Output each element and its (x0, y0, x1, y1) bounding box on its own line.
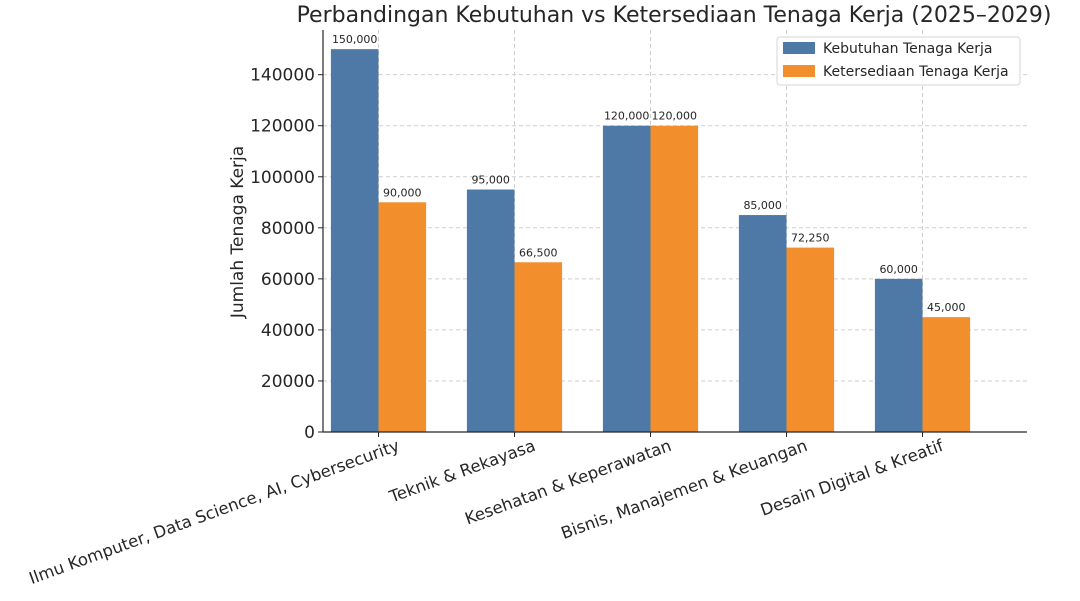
y-tick-label: 80000 (261, 219, 315, 239)
data-labels: 150,000 95,000 120,000 85,000 60,000 90,000 66… (332, 33, 966, 314)
y-tick-label: 120000 (250, 117, 315, 137)
x-tick-label: Ilmu Komputer, Data Science, AI, Cyberse… (27, 436, 403, 588)
legend-swatch-kebutuhan-tenaga-kerja (783, 42, 815, 54)
bar-ketersediaan-tenaga-kerja-3 (650, 125, 699, 432)
y-tick-label: 140000 (250, 66, 315, 86)
data-label-kebutuhan-tenaga-kerja-1: 150,000 (332, 33, 378, 46)
y-axis-label: Jumlah Tenaga Kerja (228, 146, 248, 319)
bar-kebutuhan-tenaga-kerja-2 (466, 189, 515, 432)
chart-title: Perbandingan Kebutuhan vs Ketersediaan T… (297, 3, 1052, 28)
bar-kebutuhan-tenaga-kerja-4 (738, 215, 787, 432)
legend: Kebutuhan Tenaga Kerja Ketersediaan Tenag… (776, 36, 1021, 86)
y-tick-label: 0 (304, 423, 315, 443)
bar-ketersediaan-tenaga-kerja-1 (378, 202, 427, 432)
data-label-ketersediaan-tenaga-kerja-5: 45,000 (927, 301, 966, 314)
y-tick-label: 60000 (261, 270, 315, 290)
data-label-kebutuhan-tenaga-kerja-4: 85,000 (743, 199, 782, 212)
data-label-ketersediaan-tenaga-kerja-2: 66,500 (519, 246, 558, 259)
data-label-ketersediaan-tenaga-kerja-4: 72,250 (791, 232, 830, 245)
data-label-ketersediaan-tenaga-kerja-1: 90,000 (383, 186, 422, 199)
data-label-kebutuhan-tenaga-kerja-5: 60,000 (879, 263, 918, 276)
bar-ketersediaan-tenaga-kerja-5 (922, 317, 971, 432)
bars (330, 49, 971, 433)
bar-kebutuhan-tenaga-kerja-1 (330, 49, 379, 433)
bar-kebutuhan-tenaga-kerja-3 (602, 125, 651, 432)
bar-kebutuhan-tenaga-kerja-5 (874, 278, 923, 432)
legend-label-ketersediaan-tenaga-kerja: Ketersediaan Tenaga Kerja (823, 64, 1009, 80)
y-tick-label: 20000 (261, 372, 315, 392)
y-tick-label: 40000 (261, 321, 315, 341)
y-tick-label: 100000 (250, 168, 315, 188)
bar-ketersediaan-tenaga-kerja-4 (786, 247, 835, 432)
legend-swatch-ketersediaan-tenaga-kerja (783, 65, 815, 77)
data-label-kebutuhan-tenaga-kerja-3: 120,000 (604, 110, 650, 123)
legend-box (776, 36, 1021, 86)
data-label-kebutuhan-tenaga-kerja-2: 95,000 (471, 174, 510, 187)
x-tick-label: Bisnis, Manajemen & Keuangan (559, 436, 810, 543)
bar-ketersediaan-tenaga-kerja-2 (514, 262, 563, 432)
legend-label-kebutuhan-tenaga-kerja: Kebutuhan Tenaga Kerja (823, 41, 992, 57)
data-label-ketersediaan-tenaga-kerja-3: 120,000 (652, 110, 698, 123)
